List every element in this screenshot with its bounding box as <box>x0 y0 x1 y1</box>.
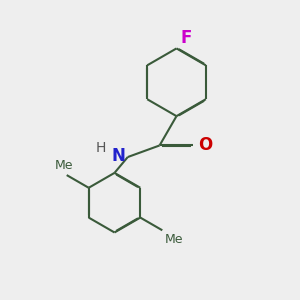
Text: Me: Me <box>55 159 73 172</box>
Text: O: O <box>198 136 212 154</box>
Text: H: H <box>95 141 106 154</box>
Text: Me: Me <box>165 233 184 246</box>
Text: F: F <box>180 29 191 47</box>
Text: N: N <box>112 147 125 165</box>
